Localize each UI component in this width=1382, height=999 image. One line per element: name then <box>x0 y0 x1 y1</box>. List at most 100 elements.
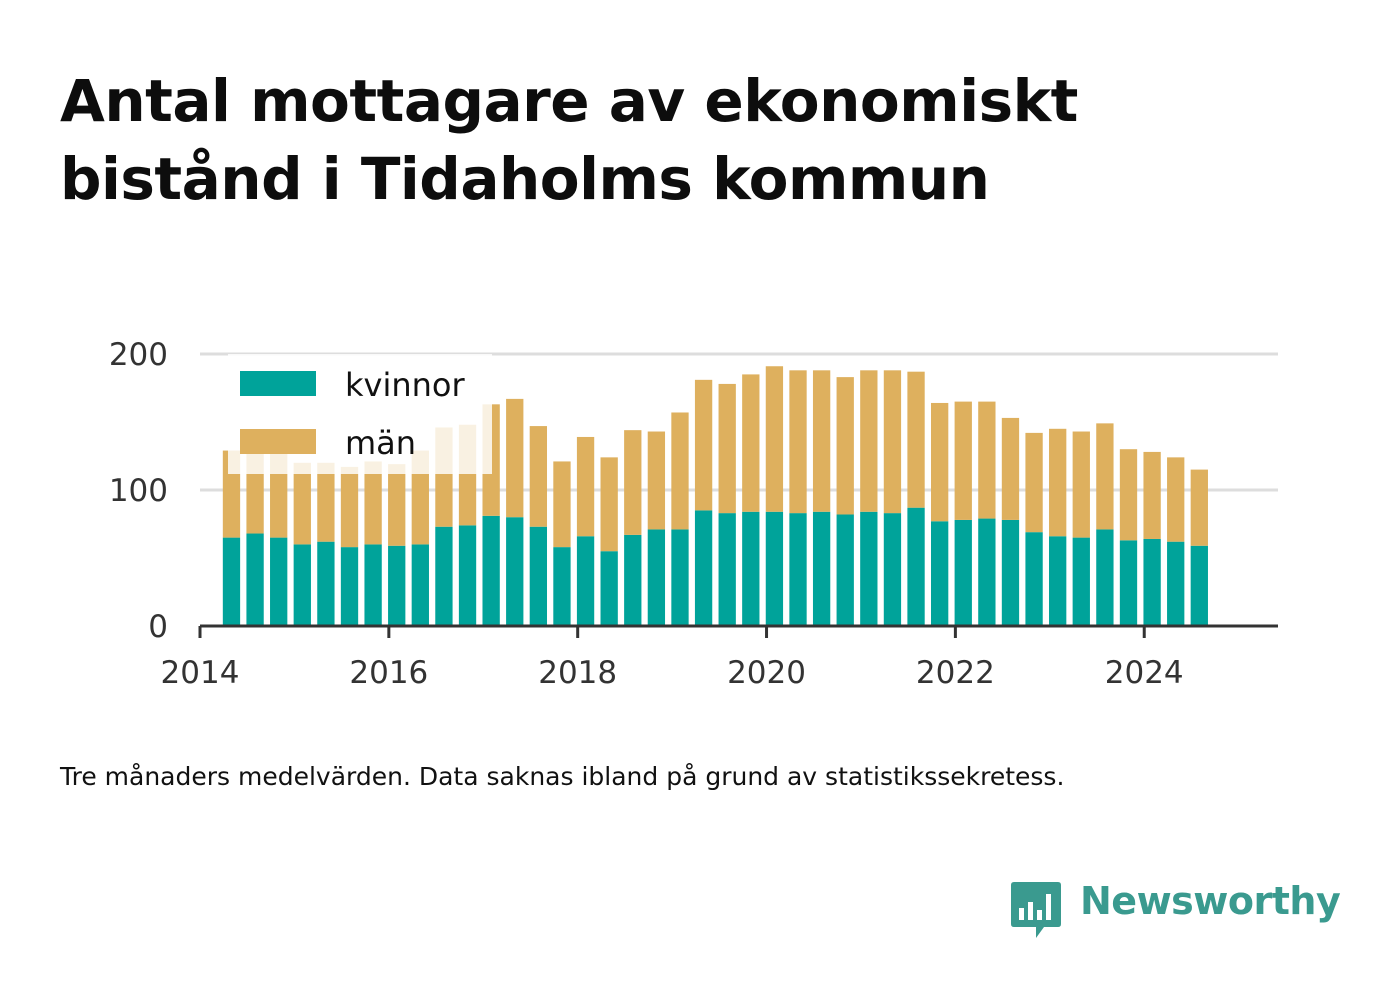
bar-man-2022-02 <box>954 401 972 520</box>
bar-kvinnor-2017-02 <box>482 515 500 626</box>
bar-kvinnor-2017-08 <box>529 526 548 626</box>
bar-kvinnor-2014-08 <box>246 533 264 626</box>
y-tick-label: 200 <box>109 337 168 373</box>
newsworthy-logo-icon <box>1011 882 1061 938</box>
bar-man-2024-02 <box>1143 451 1161 539</box>
bar-man-2023-08 <box>1096 423 1114 530</box>
bar-man-2020-08 <box>812 370 831 512</box>
x-tick-label: 2018 <box>538 655 617 691</box>
chart-title: Antal mottagare av ekonomiskt bistånd i … <box>60 67 1078 213</box>
bar-kvinnor-2022-02 <box>954 519 972 626</box>
bar-kvinnor-2023-08 <box>1096 529 1114 626</box>
bar-man-2021-11 <box>930 402 949 522</box>
bar-man-2015-05 <box>317 462 335 542</box>
bar-kvinnor-2016-02 <box>388 545 406 626</box>
x-tick-label: 2020 <box>727 655 806 691</box>
legend: kvinnor män <box>228 354 492 474</box>
bar-man-2015-11 <box>364 461 382 545</box>
bar-man-2023-11 <box>1119 449 1138 541</box>
bar-kvinnor-2015-05 <box>317 541 335 626</box>
bar-kvinnor-2024-02 <box>1143 538 1161 626</box>
bar-man-2023-05 <box>1072 431 1090 538</box>
bar-kvinnor-2020-02 <box>765 511 784 626</box>
bar-man-2020-11 <box>836 377 854 515</box>
bar-kvinnor-2016-05 <box>411 544 429 626</box>
x-tick-label: 2024 <box>1105 655 1184 691</box>
bar-man-2017-05 <box>506 398 524 518</box>
bar-man-2024-05 <box>1167 457 1185 542</box>
bar-kvinnor-2020-11 <box>836 514 854 626</box>
bar-man-2019-02 <box>671 412 689 530</box>
bar-man-2022-11 <box>1025 432 1043 533</box>
bar-man-2017-08 <box>529 426 548 527</box>
bar-kvinnor-2023-05 <box>1072 537 1090 626</box>
bar-kvinnor-2021-11 <box>930 521 949 626</box>
bar-kvinnor-2018-02 <box>576 536 595 626</box>
bar-kvinnor-2023-11 <box>1119 540 1138 626</box>
bar-man-2020-05 <box>789 370 807 514</box>
bar-kvinnor-2019-11 <box>742 511 760 626</box>
bar-man-2019-05 <box>694 379 713 511</box>
bar-kvinnor-2015-08 <box>340 547 359 626</box>
x-tick-label: 2016 <box>349 655 428 691</box>
bar-kvinnor-2018-05 <box>600 551 618 626</box>
bar-man-2019-11 <box>742 374 760 512</box>
chart-caption: Tre månaders medelvärden. Data saknas ib… <box>60 762 1065 791</box>
bar-kvinnor-2021-08 <box>907 507 925 626</box>
bar-man-2016-02 <box>388 464 406 546</box>
bar-kvinnor-2015-02 <box>293 544 311 626</box>
bar-man-2021-02 <box>860 370 878 512</box>
bar-man-2015-02 <box>293 462 311 545</box>
bar-man-2020-02 <box>765 366 784 512</box>
bar-man-2022-05 <box>978 401 996 519</box>
bar-man-2023-02 <box>1049 428 1067 537</box>
bar-man-2017-11 <box>553 461 571 548</box>
axis-layer: 0 100 200 2014 2016 2018 2020 2022 2024 <box>109 337 1278 691</box>
bar-kvinnor-2014-05 <box>222 537 241 626</box>
bar-man-2015-08 <box>340 466 359 548</box>
bar-kvinnor-2017-05 <box>506 517 524 626</box>
bar-man-2018-02 <box>576 436 595 537</box>
bar-kvinnor-2022-05 <box>978 518 996 626</box>
bar-kvinnor-2021-02 <box>860 511 878 626</box>
y-tick-label: 100 <box>109 473 168 509</box>
bar-kvinnor-2024-08 <box>1190 545 1208 626</box>
legend-label-kvinnor: kvinnor <box>345 366 466 404</box>
bar-man-2024-08 <box>1190 469 1208 546</box>
bars-layer <box>222 366 1208 626</box>
bar-man-2021-08 <box>907 371 925 508</box>
bar-man-2018-11 <box>647 431 666 530</box>
bar-kvinnor-2019-05 <box>694 510 713 626</box>
bar-kvinnor-2014-11 <box>270 537 288 626</box>
bar-kvinnor-2024-05 <box>1167 541 1185 626</box>
bar-kvinnor-2018-08 <box>624 534 642 626</box>
x-tick-label: 2022 <box>916 655 995 691</box>
bar-kvinnor-2017-11 <box>553 547 571 626</box>
bar-man-2022-08 <box>1001 417 1020 520</box>
bar-man-2018-08 <box>624 430 642 535</box>
y-tick-label: 0 <box>148 609 168 645</box>
bar-man-2021-05 <box>883 370 902 514</box>
bar-kvinnor-2023-02 <box>1049 536 1067 626</box>
bar-man-2019-08 <box>718 383 736 514</box>
newsworthy-logo: Newsworthy <box>1010 877 1341 943</box>
legend-swatch-kvinnor <box>240 371 316 396</box>
bar-kvinnor-2015-11 <box>364 544 382 626</box>
bar-kvinnor-2022-11 <box>1025 532 1043 626</box>
bar-kvinnor-2021-05 <box>883 513 902 626</box>
bar-kvinnor-2018-11 <box>647 529 666 626</box>
bar-kvinnor-2020-08 <box>812 511 831 626</box>
bar-kvinnor-2019-02 <box>671 529 689 626</box>
newsworthy-logo-text: Newsworthy <box>1080 879 1341 923</box>
bar-kvinnor-2022-08 <box>1001 519 1020 626</box>
bar-kvinnor-2019-08 <box>718 513 736 626</box>
legend-swatch-man <box>240 429 316 454</box>
legend-label-man: män <box>345 424 416 462</box>
x-tick-label: 2014 <box>161 655 240 691</box>
bar-man-2016-05 <box>411 450 429 545</box>
bar-man-2018-05 <box>600 457 618 552</box>
bar-kvinnor-2016-08 <box>435 526 453 626</box>
bar-kvinnor-2016-11 <box>458 525 477 626</box>
bar-kvinnor-2020-05 <box>789 513 807 626</box>
